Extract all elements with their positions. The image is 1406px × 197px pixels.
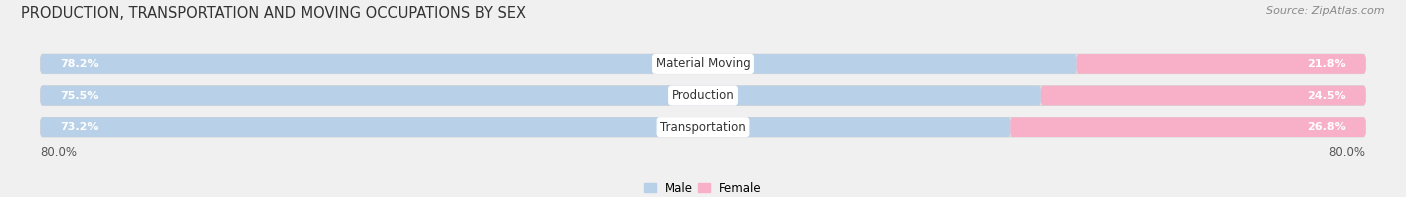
Text: 21.8%: 21.8% xyxy=(1308,59,1346,69)
Text: 75.5%: 75.5% xyxy=(60,91,98,100)
FancyBboxPatch shape xyxy=(41,54,1365,74)
Text: 80.0%: 80.0% xyxy=(41,146,77,159)
FancyBboxPatch shape xyxy=(41,54,1077,74)
FancyBboxPatch shape xyxy=(41,86,1365,105)
Text: 80.0%: 80.0% xyxy=(1329,146,1365,159)
Legend: Male, Female: Male, Female xyxy=(640,177,766,197)
Text: Source: ZipAtlas.com: Source: ZipAtlas.com xyxy=(1267,6,1385,16)
FancyBboxPatch shape xyxy=(41,86,1040,105)
FancyBboxPatch shape xyxy=(1011,117,1365,137)
Text: 73.2%: 73.2% xyxy=(60,122,98,132)
FancyBboxPatch shape xyxy=(1077,54,1365,74)
Text: Transportation: Transportation xyxy=(661,121,745,134)
Text: 26.8%: 26.8% xyxy=(1306,122,1346,132)
Text: Material Moving: Material Moving xyxy=(655,57,751,70)
FancyBboxPatch shape xyxy=(1040,86,1365,105)
Text: 24.5%: 24.5% xyxy=(1308,91,1346,100)
Text: PRODUCTION, TRANSPORTATION AND MOVING OCCUPATIONS BY SEX: PRODUCTION, TRANSPORTATION AND MOVING OC… xyxy=(21,6,526,21)
Text: Production: Production xyxy=(672,89,734,102)
FancyBboxPatch shape xyxy=(41,117,1365,137)
Text: 78.2%: 78.2% xyxy=(60,59,98,69)
FancyBboxPatch shape xyxy=(41,117,1011,137)
